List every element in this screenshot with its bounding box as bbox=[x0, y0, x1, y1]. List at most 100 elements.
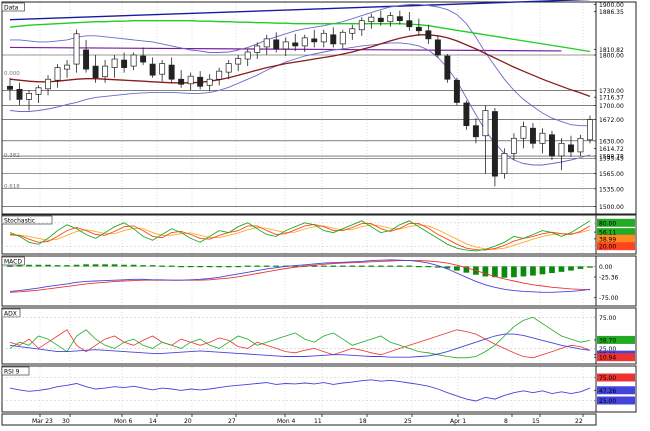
rsi-ytick-bg-0 bbox=[597, 373, 635, 382]
price-ytick-label-4: 1730.00 bbox=[599, 88, 624, 95]
price-ytick-label-8: 1630.00 bbox=[599, 138, 624, 145]
macd-bar-26 bbox=[254, 265, 261, 267]
macd-bar-22 bbox=[216, 266, 223, 268]
x-tick-label-13: 22 bbox=[575, 418, 583, 425]
macd-bar-33 bbox=[320, 265, 327, 267]
price-ytick-label-1: 1886.35 bbox=[599, 9, 624, 16]
rsi-ytick-bg-2 bbox=[597, 396, 635, 405]
macd-bar-23 bbox=[225, 266, 232, 268]
price-ma-short bbox=[9, 34, 591, 98]
candle-body-45 bbox=[434, 39, 441, 56]
macd-bar-54 bbox=[520, 266, 527, 277]
macd-bar-46 bbox=[444, 266, 451, 269]
stoch-fast-line bbox=[9, 220, 591, 252]
rsi-line bbox=[9, 379, 591, 402]
macd-bar-37 bbox=[358, 265, 365, 267]
macd-bar-18 bbox=[178, 266, 184, 268]
adx-ytick-label-1: 38.70 bbox=[599, 337, 616, 344]
x-tick-label-12: 15 bbox=[532, 418, 540, 425]
rsi-ytick-label-2: 25.00 bbox=[599, 398, 616, 405]
candle-body-23 bbox=[225, 63, 232, 73]
macd-bar-7 bbox=[73, 264, 80, 267]
macd-bar-1 bbox=[16, 265, 23, 267]
macd-bar-12 bbox=[121, 264, 127, 267]
candle-body-31 bbox=[301, 37, 308, 47]
macd-bar-16 bbox=[159, 265, 165, 267]
candle-body-2 bbox=[26, 93, 32, 100]
candle-body-29 bbox=[282, 41, 289, 50]
price-ytick-label-10: 1599.78 bbox=[599, 154, 624, 161]
macd-bar-5 bbox=[54, 265, 61, 267]
candle-body-8 bbox=[83, 49, 90, 70]
macd-bar-52 bbox=[501, 266, 508, 278]
x-tick-label-8: 18 bbox=[359, 418, 367, 425]
macd-bar-8 bbox=[83, 264, 89, 267]
candle-body-40 bbox=[387, 15, 394, 23]
macd-bar-55 bbox=[530, 266, 536, 276]
macd-bar-25 bbox=[244, 265, 251, 267]
stochastic-ytick-label-0: 80.00 bbox=[599, 220, 616, 227]
price-fib-label-1: 0.382 bbox=[4, 153, 20, 159]
candle-body-27 bbox=[263, 38, 270, 48]
macd-bar-43 bbox=[416, 266, 422, 268]
candle-body-32 bbox=[311, 38, 318, 43]
macd-bar-32 bbox=[311, 265, 318, 267]
stochastic-ytick-bg-3 bbox=[597, 242, 635, 251]
macd-bar-58 bbox=[558, 266, 565, 272]
macd-bar-21 bbox=[206, 266, 213, 268]
stochastic-ytick-label-3: 20.00 bbox=[599, 244, 616, 251]
candle-body-44 bbox=[425, 30, 432, 40]
rsi-ytick-label-1: 47.26 bbox=[599, 388, 616, 395]
macd-bar-35 bbox=[339, 265, 346, 267]
candle-body-53 bbox=[510, 137, 517, 154]
x-axis-frame bbox=[1, 413, 597, 426]
candle-body-46 bbox=[444, 55, 451, 80]
macd-bar-40 bbox=[387, 265, 394, 267]
candle-body-35 bbox=[339, 31, 346, 45]
candle-body-49 bbox=[472, 125, 479, 138]
macd-bar-10 bbox=[102, 264, 108, 267]
candle-body-26 bbox=[254, 45, 261, 53]
candle-body-16 bbox=[159, 63, 166, 75]
macd-axis-frame bbox=[595, 255, 637, 307]
candle-body-3 bbox=[35, 87, 42, 95]
macd-bar-42 bbox=[406, 265, 413, 267]
adx-panel-title: ADX bbox=[4, 311, 17, 318]
x-tick-label-1: 30 bbox=[62, 418, 70, 425]
price-trend-line bbox=[9, 0, 591, 21]
price-ma-long bbox=[9, 20, 591, 53]
adx-title-box bbox=[1, 308, 21, 318]
x-tick-label-4: 20 bbox=[184, 418, 192, 425]
macd-bar-14 bbox=[140, 265, 146, 267]
macd-panel-title: MACD bbox=[4, 259, 22, 266]
price-fib-label-0: 0.000 bbox=[4, 71, 20, 77]
macd-ytick-label-1: -25.36 bbox=[599, 274, 619, 281]
candle-body-19 bbox=[187, 75, 194, 85]
macd-bar-4 bbox=[45, 264, 51, 267]
macd-signal-line bbox=[9, 260, 591, 293]
adx-ytick-label-2: 25.00 bbox=[599, 346, 616, 353]
macd-bar-28 bbox=[273, 265, 280, 267]
macd-bar-20 bbox=[197, 266, 204, 268]
price-ytick-label-0: 1900.00 bbox=[599, 2, 624, 9]
price-panel-title: Data bbox=[4, 5, 19, 12]
price-ytick-label-2: 1810.82 bbox=[599, 47, 624, 54]
candle-body-37 bbox=[358, 20, 365, 31]
rsi-title-box bbox=[1, 366, 30, 376]
candle-body-17 bbox=[168, 64, 175, 80]
stoch-slow-line bbox=[9, 223, 591, 251]
macd-bar-61 bbox=[587, 266, 593, 268]
x-tick-label-5: 27 bbox=[228, 418, 236, 425]
rsi-ytick-bg-1 bbox=[597, 386, 635, 395]
candle-body-54 bbox=[520, 126, 527, 139]
x-tick-label-6: Mon 4 bbox=[277, 418, 296, 425]
candle-body-52 bbox=[501, 153, 508, 174]
x-tick-label-9: 25 bbox=[404, 418, 412, 425]
candle-body-42 bbox=[406, 20, 413, 28]
candle-body-36 bbox=[349, 28, 356, 34]
stochastic-ytick-bg-2 bbox=[597, 234, 635, 243]
stochastic-title-box bbox=[1, 215, 53, 225]
price-ytick-label-5: 1716.37 bbox=[599, 95, 624, 102]
candle-body-0 bbox=[7, 85, 13, 90]
adx-ytick-label-0: 75.00 bbox=[599, 315, 616, 322]
